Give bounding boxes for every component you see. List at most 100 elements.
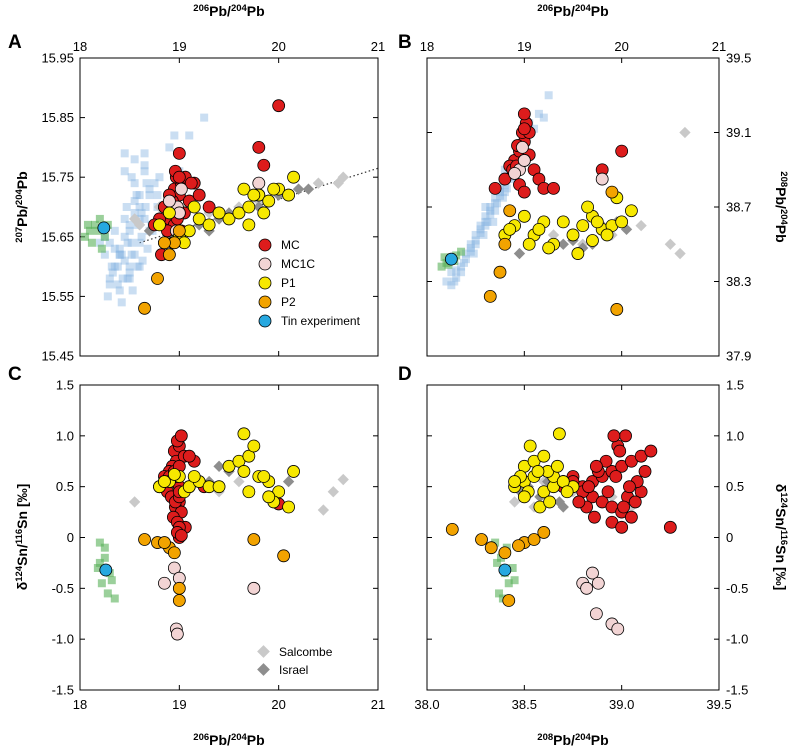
panel-b-plot <box>437 91 691 316</box>
panel-c-point-p1 <box>287 465 300 478</box>
panel-a-point-green-field <box>93 226 102 235</box>
panel-c-point-tin-experiment <box>99 563 113 577</box>
panel-a-point-green-field <box>85 226 94 235</box>
panel-a-point-p1 <box>257 206 271 220</box>
panel-a-point-blue-field <box>185 131 194 140</box>
axis-label-a-top: 206Pb/204Pb <box>193 3 264 20</box>
panel-c-frame <box>79 384 379 691</box>
panel-a-point-blue-field <box>117 250 126 259</box>
panel-b-point-salcombe <box>635 219 647 232</box>
panel-b-point-p2 <box>610 303 624 316</box>
panel-b-point-blue-field <box>481 221 490 230</box>
panel-a-letter: A <box>8 32 22 53</box>
panel-c-point-green-field <box>100 553 109 562</box>
panel-b-point-blue-field <box>471 236 480 245</box>
panel-b-point-blue-field <box>452 273 461 282</box>
panel-b-point-p1 <box>625 204 638 218</box>
panel-c-point-israel <box>213 460 225 472</box>
panel-d-point-mc1c <box>591 576 605 590</box>
panel-b-point-blue-field <box>481 212 490 221</box>
panel-b-point-blue-field <box>539 113 548 122</box>
panel-a-point-blue-field <box>142 179 151 188</box>
panel-a-point-p1 <box>242 218 256 232</box>
panel-a-point-blue-field <box>140 167 149 176</box>
panel-c-point-green-field <box>107 576 116 585</box>
panel-a-point-blue-field <box>115 286 124 295</box>
panel-b-point-blue-field <box>450 277 459 286</box>
panel-c-point-mc <box>182 449 196 463</box>
panel-b-point-mc1c <box>595 172 609 186</box>
panel-b-point-blue-field <box>502 184 511 193</box>
legend-mc1c-marker <box>258 257 272 271</box>
panel-a-point-blue-field <box>135 238 144 247</box>
panel-b-frame <box>426 57 720 357</box>
panel-a-ytick-label: 15.95 <box>41 51 74 66</box>
panel-b-point-mc <box>517 122 531 136</box>
panel-c-point-p2 <box>172 594 186 607</box>
panel-c-point-p1 <box>242 485 256 499</box>
legend-p1-label: P1 <box>281 276 296 290</box>
panel-d-point-p1 <box>551 459 564 473</box>
panel-b-point-blue-field <box>489 217 498 226</box>
panel-a-point-blue-field <box>143 244 152 253</box>
legend-salcombe-label: Salcombe <box>279 645 333 659</box>
panel-c-point-green-field <box>97 579 106 588</box>
panel-c-point-p1 <box>242 449 256 463</box>
panel-a-point-blue-field <box>150 179 159 188</box>
panel-a-point-salcombe <box>312 177 325 189</box>
panel-b-point-blue-field <box>469 249 478 258</box>
panel-d-point-p2 <box>512 539 525 553</box>
panel-a-point-blue-field <box>120 214 129 223</box>
panel-a-point-p2 <box>138 301 151 315</box>
panel-c-ytick-label: 1.0 <box>56 428 74 443</box>
panel-a-point-israel <box>292 183 305 195</box>
panel-d-point-salcombe <box>508 496 521 508</box>
panel-b-point-blue-field <box>498 193 507 202</box>
panel-d-point-mc <box>601 485 615 499</box>
panel-d-point-mc1c <box>580 581 594 595</box>
panel-a-point-blue-field <box>138 256 147 265</box>
panel-b-point-blue-field <box>457 262 466 271</box>
panel-d-point-p1 <box>552 427 566 441</box>
legend-tin-label: Tin experiment <box>281 314 361 328</box>
panel-c-ytick-label: -1.0 <box>52 632 74 647</box>
panel-b-point-israel <box>513 247 526 260</box>
panel-a-point-mc <box>202 200 216 214</box>
panel-c-point-p1 <box>182 480 196 494</box>
panel-a-point-blue-field <box>165 143 174 152</box>
panel-a-point-tin-experiment <box>97 221 111 235</box>
panel-c-letter: C <box>8 364 22 385</box>
panel-c-point-p1 <box>232 454 246 468</box>
panel-d-point-p1 <box>517 490 531 504</box>
panel-a-point-p1 <box>287 170 300 184</box>
panel-a-point-salcombe <box>337 171 349 183</box>
panel-b-ytick-label: 38.3 <box>726 274 751 289</box>
panel-d-point-mc <box>609 470 623 483</box>
panel-a-point-green-field <box>95 214 104 223</box>
panel-b-point-mc <box>498 172 512 186</box>
panel-a-point-blue-field <box>115 244 124 253</box>
axis-label-d-right: δ124Sn/116Sn [‰] <box>773 484 790 591</box>
panel-c-point-p2 <box>167 546 181 560</box>
panel-b-point-green-field <box>437 262 446 271</box>
panel-a-point-blue-field <box>135 203 144 211</box>
panel-d-ytick-label: 0.5 <box>726 479 744 494</box>
panel-a-point-blue-field <box>125 226 134 235</box>
panel-a-point-blue-field <box>107 262 116 271</box>
panel-d-ytick-label: 0 <box>726 530 733 545</box>
panel-b-point-blue-field <box>491 193 500 202</box>
panel-b-point-blue-field <box>466 247 475 256</box>
panel-a-point-mc1c <box>174 182 188 196</box>
panel-c-point-green-field <box>93 564 102 572</box>
panel-d-point-mc <box>613 444 627 458</box>
panel-a-point-blue-field <box>103 292 112 301</box>
panel-d-point-green-field <box>508 564 517 572</box>
panel-c-point-p1 <box>167 468 181 481</box>
panel-b-point-blue-field <box>481 203 490 211</box>
panel-d-point-p1 <box>537 449 551 463</box>
legend-israel-label: Israel <box>279 663 308 677</box>
panel-c-xtick-label: 20 <box>271 697 285 712</box>
panel-b-point-mc <box>517 185 531 199</box>
panel-a-frame <box>79 57 379 357</box>
